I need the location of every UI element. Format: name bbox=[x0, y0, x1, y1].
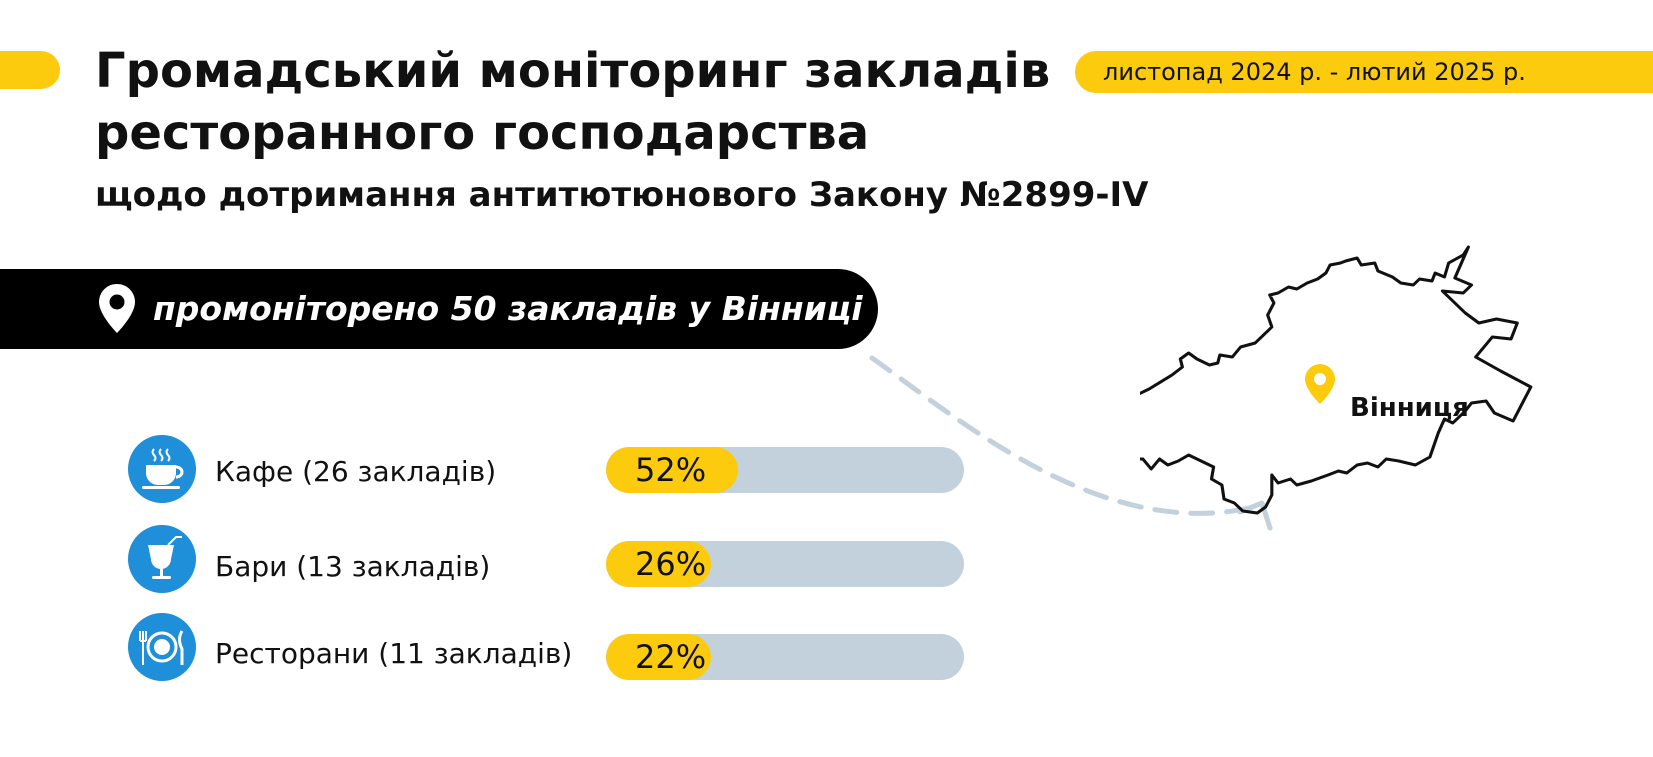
bar-category-label: Кафе (26 закладів) bbox=[215, 455, 497, 488]
coffee-cup-icon bbox=[128, 435, 196, 503]
bar-value-label: 22% bbox=[635, 638, 707, 676]
cocktail-glass-icon bbox=[128, 525, 196, 593]
banner-text: промоніторено 50 закладів у Вінниці bbox=[153, 289, 863, 328]
decorative-yellow-pill bbox=[0, 51, 60, 89]
bar bbox=[606, 634, 711, 680]
location-pin-icon bbox=[1305, 364, 1335, 404]
period-badge: листопад 2024 р. - лютий 2025 р. bbox=[1075, 51, 1653, 93]
title-line-1: Громадський моніторинг закладів bbox=[95, 43, 1051, 99]
page-title: Громадський моніторинг закладів ресторан… bbox=[95, 40, 1075, 164]
monitoring-banner: промоніторено 50 закладів у Вінниці bbox=[0, 269, 878, 349]
bar-value-label: 52% bbox=[635, 451, 707, 489]
bar-track: 22% bbox=[606, 634, 964, 680]
page-subtitle: щодо дотримання антитютюнового Закону №2… bbox=[95, 175, 1149, 215]
bar-value-label: 26% bbox=[635, 545, 707, 583]
bar-track: 26% bbox=[606, 541, 964, 587]
bar-track: 52% bbox=[606, 447, 964, 493]
map-city-label: Вінниця bbox=[1350, 393, 1469, 423]
bar-category-label: Бари (13 закладів) bbox=[215, 550, 491, 583]
bar bbox=[606, 541, 711, 587]
vinnytsia-city-map bbox=[1140, 245, 1533, 515]
plate-fork-knife-icon bbox=[128, 613, 196, 681]
location-pin-icon bbox=[99, 284, 135, 333]
title-line-2: ресторанного господарства bbox=[95, 105, 870, 161]
bar bbox=[606, 447, 738, 493]
bar-category-label: Ресторани (11 закладів) bbox=[215, 637, 573, 670]
